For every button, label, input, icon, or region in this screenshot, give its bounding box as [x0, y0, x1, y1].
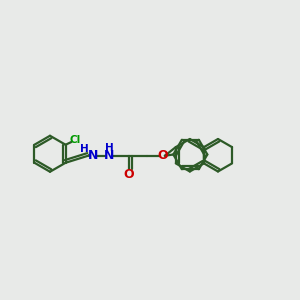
Text: O: O: [157, 149, 168, 162]
Text: N: N: [88, 149, 98, 162]
Text: Cl: Cl: [70, 135, 81, 145]
Text: H: H: [105, 143, 114, 153]
Text: O: O: [124, 168, 134, 181]
Text: N: N: [104, 149, 115, 162]
Text: H: H: [80, 144, 89, 154]
